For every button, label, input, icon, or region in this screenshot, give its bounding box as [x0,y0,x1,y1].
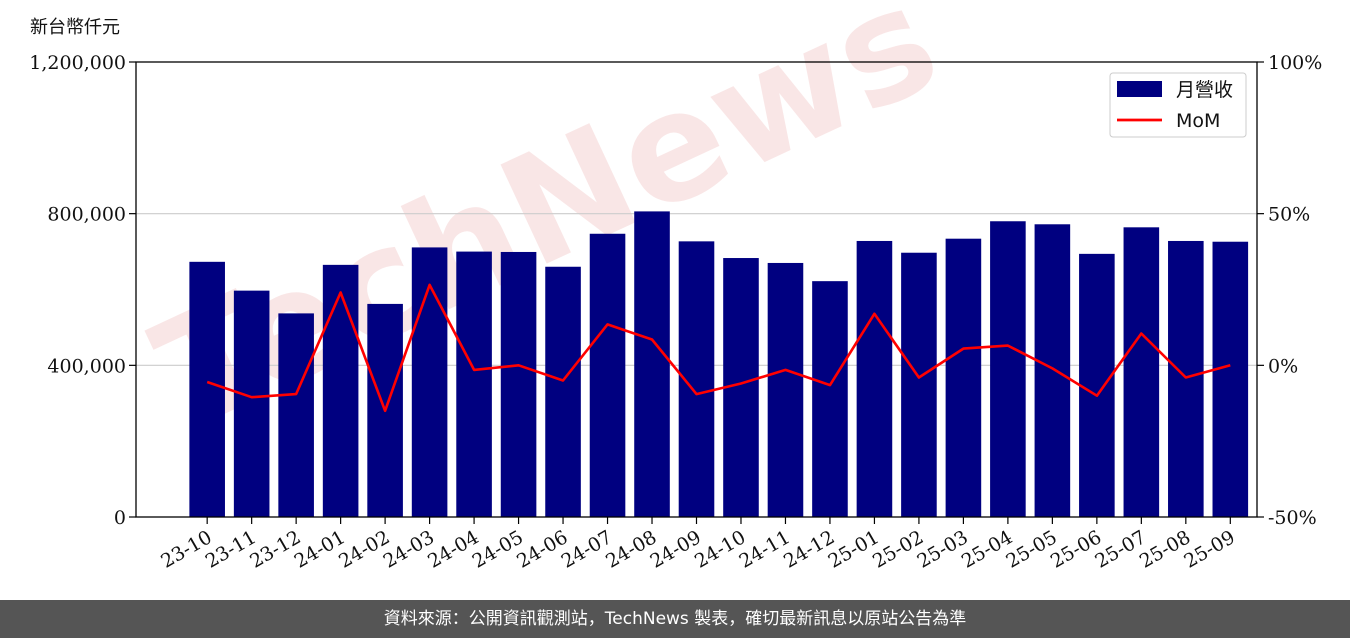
bar-24-06 [545,266,581,517]
xtick-label: 25-08 [1136,526,1194,572]
xtick-label: 24-10 [691,526,749,572]
footer-source-note: 資料來源：公開資訊觀測站，TechNews 製表，確切最新訊息以原站公告為準 [0,600,1350,638]
x-axis: 23-1023-1123-1224-0124-0224-0324-0424-05… [157,517,1239,573]
bar-24-12 [812,281,848,517]
ytick-right-label: 100% [1268,52,1322,74]
bar-24-05 [500,251,537,517]
bar-25-04 [990,221,1026,517]
xtick-label: 24-07 [558,526,616,572]
legend-label-line: MoM [1176,110,1220,132]
xtick-label: 25-05 [1002,526,1060,572]
bar-24-04 [456,251,492,518]
bar-24-03 [411,247,448,517]
bar-23-10 [189,261,225,517]
bar-24-07 [589,233,626,517]
xtick-label: 24-11 [736,526,794,572]
bar-24-08 [634,211,670,517]
mom-line [206,283,1231,413]
xtick-label: 25-01 [824,526,882,572]
bar-25-09 [1212,241,1249,517]
xtick-label: 25-03 [913,526,971,572]
xtick-label: 24-02 [335,526,393,572]
legend-label-bar: 月營收 [1176,79,1233,101]
xtick-label: 24-08 [602,526,660,572]
xtick-label: 24-01 [291,526,349,572]
bar-25-05 [1034,224,1071,518]
xtick-label: 25-09 [1180,526,1238,572]
ytick-right-label: 0% [1268,355,1298,377]
bar-25-02 [901,252,937,518]
ytick-left-label: 800,000 [47,204,126,226]
y-axis-right: -50% 0% 50% 100% [1257,52,1322,529]
xtick-label: 24-04 [424,526,482,572]
bar-25-07 [1123,227,1160,518]
legend-swatch-bar [1117,81,1162,97]
xtick-label: 23-10 [157,526,215,572]
ytick-right-label: 50% [1268,204,1310,226]
bar-25-03 [945,238,982,518]
bar-24-01 [322,264,359,517]
xtick-label: 25-07 [1091,526,1149,572]
ytick-left-label: 400,000 [47,355,126,377]
xtick-label: 23-11 [202,526,260,572]
xtick-label: 25-02 [869,526,927,572]
xtick-label: 24-03 [380,526,438,572]
bar-23-11 [233,290,270,517]
y-unit-label: 新台幣仟元 [30,17,120,38]
ytick-left-label: 1,200,000 [29,52,126,74]
ytick-right-label: -50% [1268,507,1317,529]
ytick-left-label: 0 [114,507,126,529]
xtick-label: 24-09 [647,526,705,572]
xtick-label: 24-06 [513,526,571,572]
xtick-label: 23-12 [246,526,304,572]
bar-25-08 [1168,240,1204,517]
bar-25-01 [856,240,893,517]
bar-23-12 [278,313,314,517]
legend: 月營收 MoM [1109,72,1247,138]
y-axis-left: 0 400,000 800,000 1,200,000 [29,52,136,529]
mom-series [206,283,1231,413]
xtick-label: 25-04 [958,526,1016,572]
bar-25-06 [1079,253,1115,517]
bar-24-11 [767,262,804,517]
xtick-label: 25-06 [1047,526,1105,572]
xtick-label: 24-12 [780,526,838,572]
xtick-label: 24-05 [469,526,527,572]
bars-series [189,211,1249,518]
